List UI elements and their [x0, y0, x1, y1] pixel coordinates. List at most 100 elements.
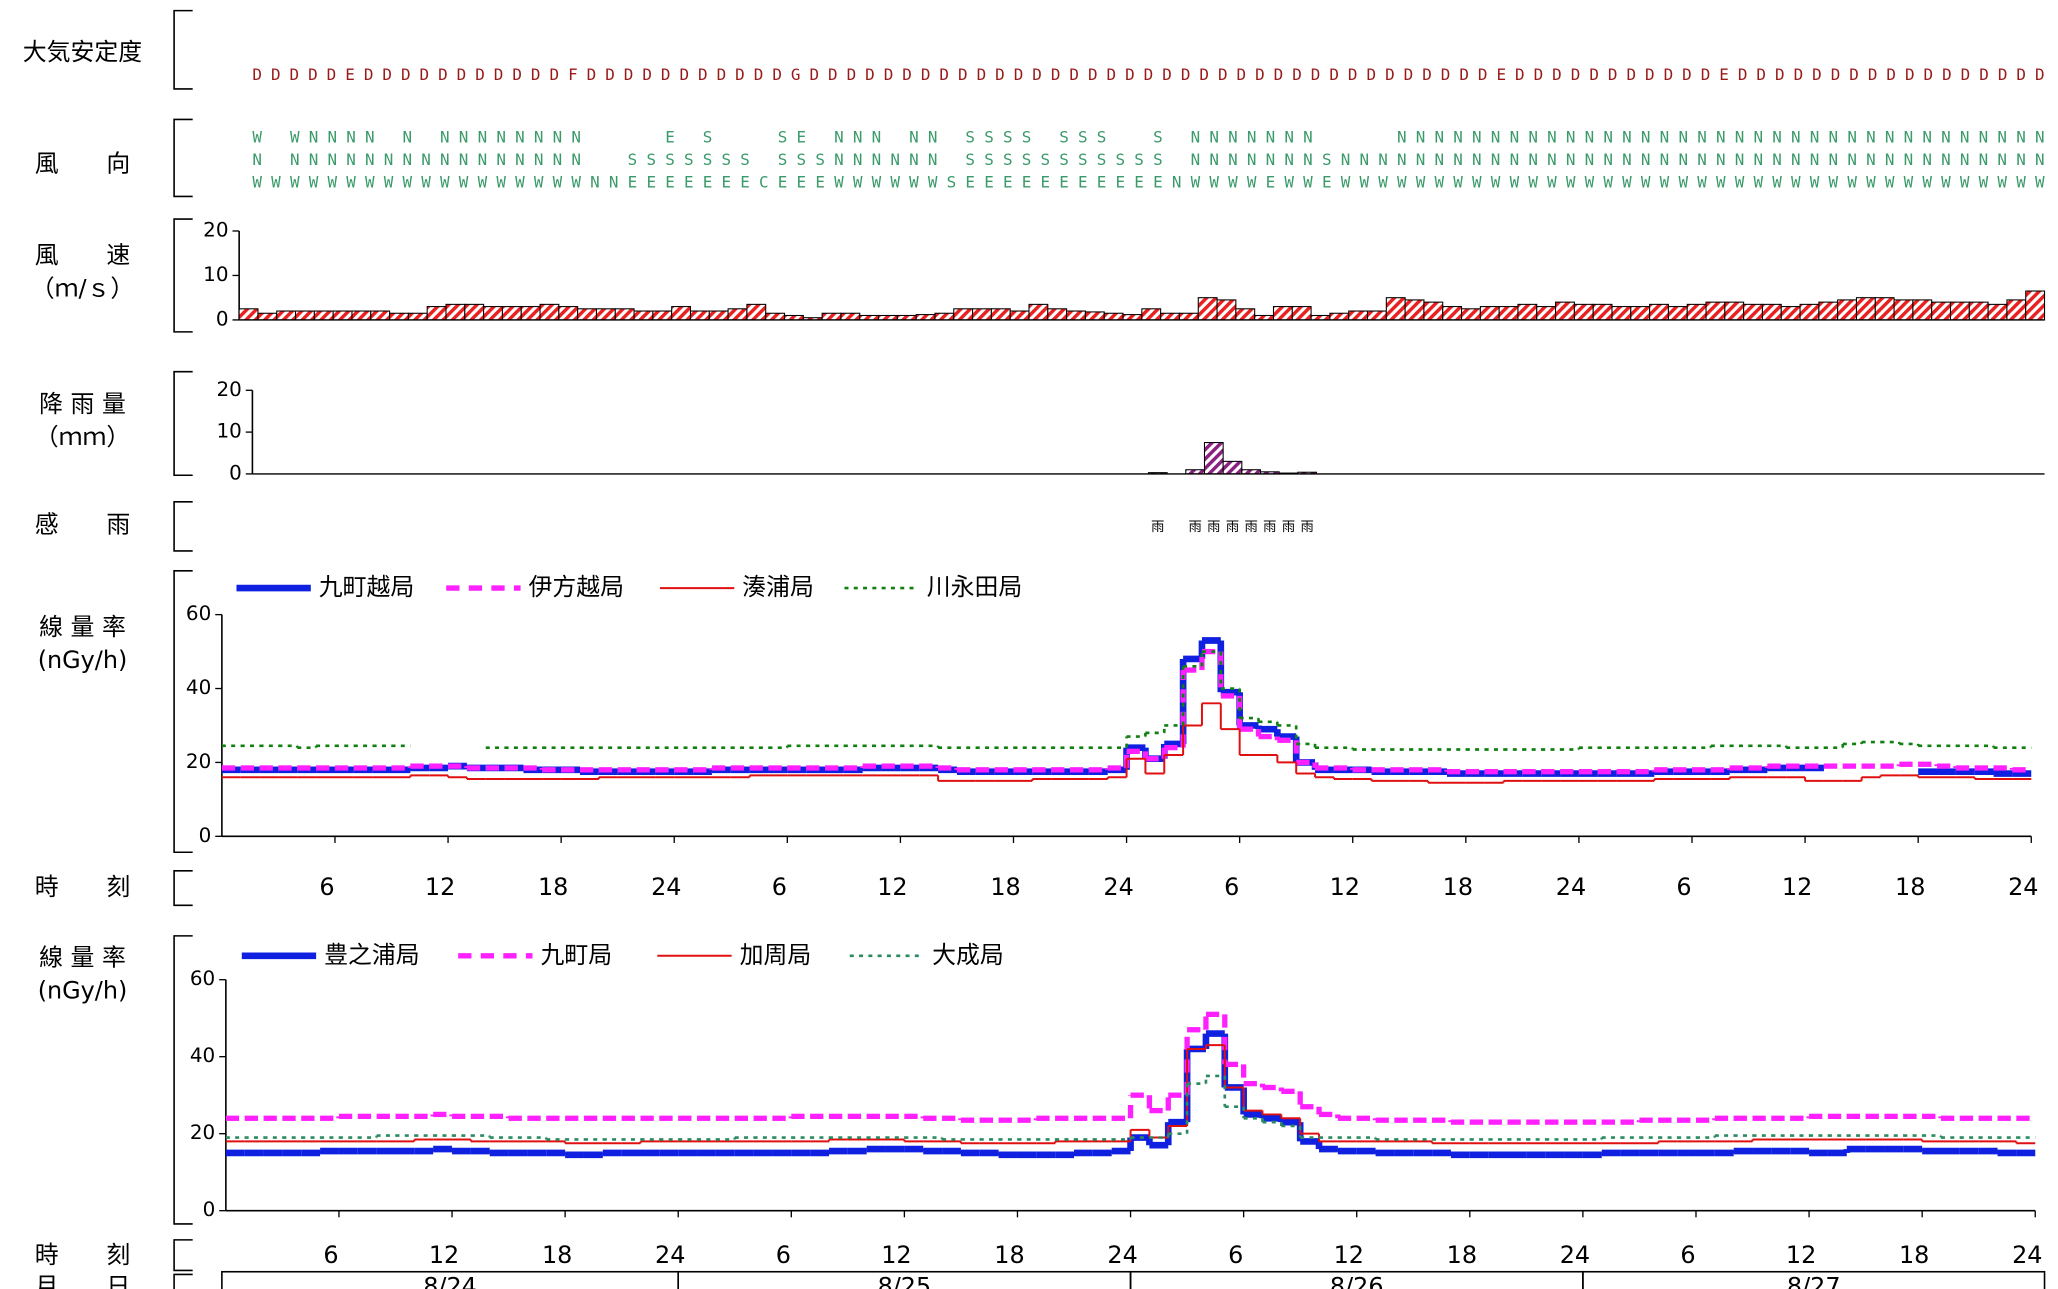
bar	[1066, 310, 1086, 321]
bar	[577, 308, 597, 321]
x-tick-label: 12	[1330, 873, 1360, 901]
bar	[2006, 299, 2027, 321]
x-tick-label: 18	[1895, 873, 1925, 901]
bar	[878, 314, 898, 321]
legend-label: 加周局	[740, 941, 812, 969]
bar	[1724, 301, 1745, 321]
bar	[313, 310, 334, 321]
row-bracket	[173, 1273, 193, 1289]
row-label: 大気安定度	[23, 38, 142, 66]
y-tick-label: 20	[186, 750, 211, 773]
bar	[821, 312, 842, 321]
date-label: 8/26	[1330, 1273, 1384, 1289]
bar	[1630, 306, 1651, 321]
bar	[671, 306, 692, 321]
bar	[1197, 297, 1218, 321]
y-tick-label: 10	[216, 420, 241, 443]
bar	[445, 303, 466, 321]
bar	[370, 310, 391, 321]
bar	[2025, 290, 2046, 321]
date-label: 8/27	[1787, 1273, 1841, 1289]
x-tick-label: 24	[1556, 873, 1586, 901]
bar	[1141, 308, 1162, 321]
bar	[1461, 308, 1481, 321]
bar	[614, 308, 635, 321]
bar	[1931, 301, 1952, 321]
legend-label: 豊之浦局	[324, 941, 420, 969]
row-bracket	[173, 1239, 193, 1272]
bar	[1743, 303, 1763, 321]
y-tick-label: 60	[190, 967, 215, 990]
row-bracket	[173, 870, 193, 907]
row-bracket	[173, 118, 193, 198]
y-axis-unit: (nGy/h)	[38, 646, 128, 674]
bar	[1780, 306, 1801, 321]
x-tick-label: 18	[1447, 1241, 1477, 1269]
bar	[276, 310, 297, 321]
bar	[257, 312, 278, 321]
bar	[1366, 310, 1387, 321]
row-bracket	[173, 500, 193, 552]
bar	[1536, 306, 1557, 321]
bar	[1949, 301, 1970, 321]
x-tick-label: 24	[1107, 1241, 1137, 1269]
bar	[1686, 303, 1707, 321]
x-tick-label: 6	[323, 1241, 338, 1269]
row-bracket	[173, 570, 193, 854]
bar	[1592, 303, 1613, 321]
legend-label: 九町越局	[319, 573, 415, 601]
x-tick-label: 18	[542, 1241, 572, 1269]
legend-label: 伊方越局	[529, 573, 625, 601]
y-tick-label: 40	[190, 1044, 215, 1067]
bar	[1874, 297, 1895, 321]
bar	[1442, 306, 1463, 321]
x-tick-label: 18	[1443, 873, 1473, 901]
bar	[1893, 299, 1914, 321]
x-tick-label: 6	[1228, 1241, 1243, 1269]
bar	[1837, 299, 1858, 321]
bar	[558, 306, 579, 321]
bar	[990, 308, 1011, 321]
bar	[783, 314, 804, 321]
bar	[727, 308, 748, 321]
bar	[1818, 301, 1839, 321]
wind-direction-row: WWWWWWWWWWWWWWWWWWNNEEEEEEECEEEWWWWWWSEE…	[252, 173, 2045, 192]
bar	[840, 312, 861, 321]
stability-row: DDDDDEDDDDDDDDDDDFDDDDDDDDDDDGDDDDDDDDDD…	[252, 65, 2044, 84]
row-bracket	[173, 370, 193, 477]
x-tick-label: 12	[1786, 1241, 1816, 1269]
bar	[539, 303, 560, 321]
bar	[689, 310, 710, 321]
bar	[1705, 301, 1726, 321]
bar	[483, 306, 503, 321]
y-tick-label: 0	[203, 1198, 216, 1221]
bar	[1479, 306, 1500, 321]
bar	[1667, 306, 1688, 321]
row-bracket	[173, 935, 193, 1225]
x-tick-label: 6	[772, 873, 787, 901]
bar	[1423, 301, 1444, 321]
x-tick-label: 24	[655, 1241, 685, 1269]
bar	[953, 308, 974, 321]
x-tick-label: 18	[1899, 1241, 1929, 1269]
bar	[1203, 442, 1224, 475]
bar	[407, 312, 428, 321]
bar	[595, 308, 616, 321]
bar	[1385, 297, 1406, 321]
rain-sensing-mark: 雨	[1226, 520, 1239, 535]
bar	[1047, 308, 1068, 321]
bar	[1028, 303, 1049, 321]
x-tick-label: 6	[1676, 873, 1691, 901]
bar	[633, 310, 654, 321]
bar	[1329, 312, 1350, 321]
bar	[1009, 310, 1030, 321]
legend-label: 九町局	[540, 941, 612, 969]
x-tick-label: 12	[881, 1241, 911, 1269]
x-tick-label: 24	[651, 873, 681, 901]
bar	[934, 312, 955, 321]
y-tick-label: 0	[229, 461, 242, 484]
row-bracket	[173, 218, 193, 333]
date-label: 8/25	[878, 1273, 932, 1289]
bar	[915, 314, 936, 321]
row-label: 風 向	[35, 150, 130, 178]
